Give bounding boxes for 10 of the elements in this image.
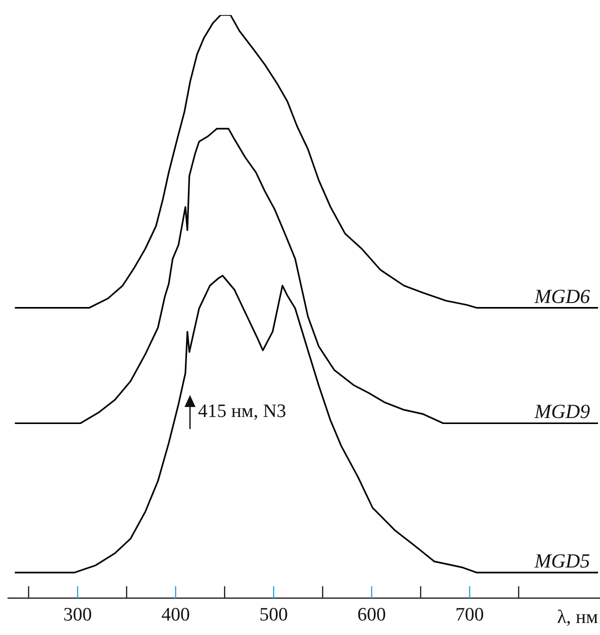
series-label: MGD6 [533, 286, 590, 308]
x-tick-label: 600 [357, 604, 386, 626]
x-tick-label: 700 [455, 604, 484, 626]
annotation: 415 нм, N3 [198, 400, 286, 422]
x-tick-label: 500 [259, 604, 288, 626]
series-label: MGD9 [533, 401, 590, 424]
x-axis-title: λ, нм [557, 607, 598, 628]
series-label: MGD5 [533, 550, 590, 573]
x-tick-label: 400 [161, 604, 190, 626]
x-tick-label: 300 [63, 604, 92, 626]
